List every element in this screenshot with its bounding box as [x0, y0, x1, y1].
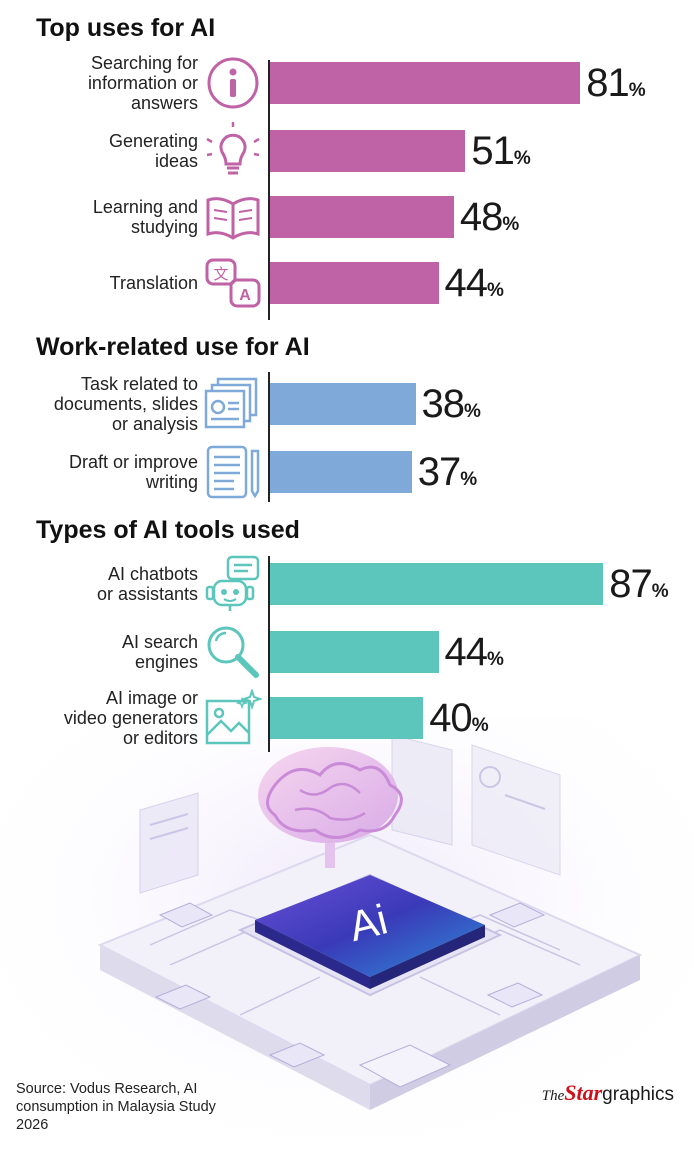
axis-line-top-uses: [268, 60, 270, 320]
bar-label-line: ideas: [154, 151, 198, 171]
bar-value-label: 51%: [471, 131, 530, 179]
bar-value-unit: %: [471, 715, 489, 736]
floating-panel-left: [139, 792, 199, 894]
bar-label: Draft or improve writing: [20, 452, 198, 492]
bar-label-line: Learning and: [92, 197, 198, 217]
bar: [270, 383, 416, 425]
bar-value-unit: %: [464, 401, 481, 422]
bar-value-unit: %: [487, 280, 504, 301]
image-sparkle-icon: [205, 689, 262, 745]
axis-line-work-related: [268, 372, 270, 502]
bar-value-unit: %: [502, 214, 520, 235]
floating-panel-right: [391, 734, 561, 876]
bar-label-line: or editors: [122, 728, 198, 748]
bar-label: AI chatbots or assistants: [20, 564, 198, 604]
bar-label: Generating ideas: [20, 131, 198, 171]
documents-icon: [204, 377, 258, 429]
bar-value-label: 37%: [418, 452, 477, 500]
bar: [270, 563, 604, 605]
writing-icon: [206, 445, 260, 499]
bar-label-line: or assistants: [96, 584, 198, 604]
bar: [270, 62, 581, 104]
bar-value-number: 87: [609, 562, 652, 606]
bar-label-line: information or: [87, 73, 198, 93]
bar-label-line: Translation: [109, 273, 198, 293]
bar: [270, 631, 439, 673]
section-title-tool-types: Types of AI tools used: [36, 516, 300, 544]
bar-label-line: Generating: [108, 131, 198, 151]
bar-value-number: 48: [459, 195, 503, 239]
bar-label: Searching for information or answers: [20, 53, 198, 113]
bar-value-label: 48%: [460, 197, 519, 245]
chatbot-icon: [205, 555, 260, 611]
brand-graphics: graphics: [602, 1084, 674, 1105]
bar-label-line: writing: [145, 472, 198, 492]
bar-label-line: AI image or: [105, 688, 198, 708]
axis-line-tool-types: [268, 556, 270, 752]
bar-value-unit: %: [487, 649, 504, 670]
lightbulb-icon: [206, 122, 260, 175]
bar-value-label: 44%: [445, 263, 504, 311]
bar-label: Task related to documents, slides or analy…: [20, 374, 198, 434]
source-note: Source: Vodus Research, AI consumption i…: [16, 1081, 216, 1133]
bar-value-label: 81%: [586, 63, 645, 111]
bar-value-number: 37: [417, 450, 461, 494]
section-title-top-uses: Top uses for AI: [36, 14, 216, 42]
bar: [270, 196, 454, 238]
bar: [270, 451, 412, 493]
bar-value-label: 40%: [429, 698, 488, 746]
bar-label-line: video generators: [63, 708, 198, 728]
bar-label-line: answers: [130, 93, 198, 113]
small-chip: [154, 902, 546, 1088]
bar-label-line: Draft or improve: [68, 452, 198, 472]
bar-value-number: 38: [421, 382, 465, 426]
brand-star: Star: [564, 1080, 603, 1105]
bar-value-unit: %: [460, 469, 478, 490]
bar-label-line: AI chatbots: [107, 564, 198, 584]
bar-label-line: Searching for: [90, 53, 198, 73]
bar-label-line: studying: [130, 217, 198, 237]
ai-chip-illustration: Ai: [0, 715, 694, 1175]
brain-icon: [258, 747, 403, 868]
bar-label-line: engines: [134, 652, 198, 672]
bar-value-number: 44: [444, 630, 488, 674]
bar-value-unit: %: [651, 581, 669, 602]
bar-label-line: documents, slides: [53, 394, 198, 414]
bar-label: AI search engines: [20, 632, 198, 672]
info-icon: [207, 57, 259, 109]
bar: [270, 697, 424, 739]
magnifier-icon: [207, 626, 259, 678]
bar-value-label: 87%: [609, 564, 668, 612]
bar-label: Learning and studying: [20, 197, 198, 237]
bar-value-number: 81: [586, 61, 629, 105]
brand-the: The: [541, 1088, 565, 1104]
brand-logo: TheStargraphics: [542, 1080, 674, 1106]
bar: [270, 262, 439, 304]
bar: [270, 130, 466, 172]
bar-label-line: Task related to: [80, 374, 198, 394]
bar-label-line: or analysis: [111, 414, 198, 434]
section-title-work-related: Work-related use for AI: [36, 333, 310, 361]
bar-label: AI image or video generators or editors: [20, 688, 198, 748]
bar-value-unit: %: [628, 80, 646, 101]
book-icon: [206, 197, 260, 240]
bar-value-number: 40: [429, 696, 472, 740]
bar-value-number: 51: [471, 129, 514, 173]
bar-value-unit: %: [513, 148, 531, 169]
svg-text:A: A: [239, 287, 251, 304]
bar-label: Translation: [20, 273, 198, 293]
svg-text:文: 文: [213, 265, 228, 283]
bar-value-number: 44: [444, 261, 488, 305]
bar-label-line: AI search: [121, 632, 198, 652]
bar-value-label: 44%: [445, 632, 504, 680]
bar-value-label: 38%: [422, 384, 481, 432]
translate-icon: 文A: [205, 258, 261, 308]
